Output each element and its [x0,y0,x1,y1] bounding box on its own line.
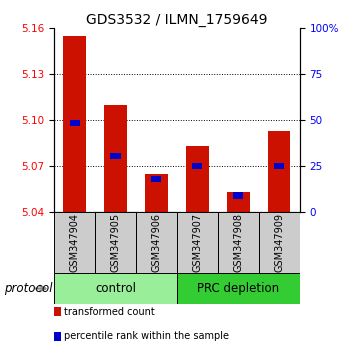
Bar [177,212,218,273]
Bar [54,212,95,273]
Text: percentile rank within the sample: percentile rank within the sample [64,331,229,341]
Bar [192,163,203,170]
Text: transformed count: transformed count [64,307,155,316]
Bar [268,131,291,212]
Bar [110,153,121,159]
Bar [151,176,161,182]
Text: GSM347906: GSM347906 [151,213,161,272]
Text: control: control [95,282,136,295]
Text: GSM347904: GSM347904 [70,213,80,272]
Bar [145,174,168,212]
Bar [95,212,136,273]
Bar [64,36,86,212]
Title: GDS3532 / ILMN_1759649: GDS3532 / ILMN_1759649 [86,13,268,27]
Bar [104,105,127,212]
Text: protocol: protocol [4,282,52,295]
Bar [177,273,300,304]
Bar [233,193,243,199]
Text: PRC depletion: PRC depletion [197,282,279,295]
Bar [54,273,177,304]
Text: GSM347907: GSM347907 [192,213,203,272]
Text: GSM347908: GSM347908 [233,213,243,272]
Bar [218,212,259,273]
Bar [259,212,300,273]
Text: GSM347909: GSM347909 [274,213,284,272]
Bar [274,163,284,170]
Bar [136,212,177,273]
Bar [227,193,249,212]
Bar [70,120,80,126]
Bar [186,147,209,212]
Text: GSM347905: GSM347905 [110,213,121,272]
